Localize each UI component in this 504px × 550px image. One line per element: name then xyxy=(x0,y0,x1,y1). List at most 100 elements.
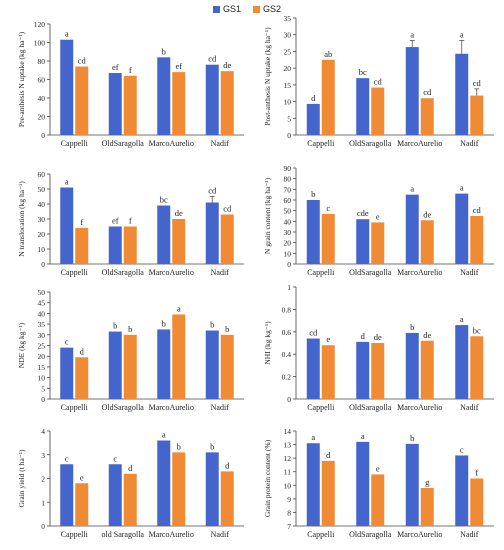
chart8-y-tick-label: 9 xyxy=(287,495,291,504)
chart5-y-tick-label: 15 xyxy=(38,363,46,372)
chart2-y-tick-label: 0 xyxy=(287,131,291,140)
chart5-x-tick-label: Nadif xyxy=(211,403,230,412)
chart7-bar-gs2 xyxy=(220,471,234,526)
chart3-y-axis-label: N translocation (kg ha⁻¹) xyxy=(17,181,26,257)
chart3-bar-gs1 xyxy=(108,226,122,264)
chart1-bar-gs1 xyxy=(60,39,74,135)
chart2-significance-letter: bc xyxy=(359,67,367,77)
chart8-y-tick-label: 10 xyxy=(284,481,292,490)
chart1-y-tick-label: 60 xyxy=(38,76,46,85)
chart3-bar-gs2 xyxy=(123,226,137,264)
chart4-x-tick-label: Cappelli xyxy=(307,268,335,277)
chart4-y-tick-label: 50 xyxy=(284,207,292,216)
chart4-y-tick-label: 70 xyxy=(284,185,292,194)
chart5-y-tick-label: 10 xyxy=(38,374,46,383)
chart2-y-tick-label: 15 xyxy=(284,81,292,90)
chart1-bar-gs1 xyxy=(205,64,219,135)
chart5-bar-gs1 xyxy=(60,347,74,399)
chart7-bar-gs1 xyxy=(108,464,122,526)
chart7-significance-letter: d xyxy=(128,463,133,473)
chart3-bar-gs1 xyxy=(157,205,171,264)
chart5-bar-gs1 xyxy=(205,330,219,399)
chart7-y-tick-label: 0 xyxy=(41,522,45,531)
chart2-x-tick-label: Cappelli xyxy=(307,139,335,148)
chart8-significance-letter: b xyxy=(410,433,414,443)
chart5-y-tick-label: 0 xyxy=(41,395,45,404)
chart3-significance-letter: ef xyxy=(112,216,119,226)
chart6-y-tick-label: 0.8 xyxy=(282,305,292,314)
chart4-significance-letter: a xyxy=(410,184,414,194)
chart6-bar-gs1 xyxy=(306,338,320,399)
chart5-significance-letter: b xyxy=(225,324,229,334)
chart6-significance-letter: de xyxy=(423,330,431,340)
chart4-y-tick-label: 60 xyxy=(284,196,292,205)
chart5-y-axis-label: NDE (kg kg⁻¹) xyxy=(17,322,26,368)
legend: GS1 GS2 xyxy=(213,4,281,14)
chart2-bar-gs1 xyxy=(455,53,469,135)
chart1-y-tick-label: 0 xyxy=(41,131,45,140)
chart7-significance-letter: b xyxy=(177,441,181,451)
chart8-y-tick-label: 12 xyxy=(284,454,292,463)
chart6-bar-gs2 xyxy=(371,343,385,399)
chart3-significance-letter: cd xyxy=(223,204,232,214)
chart6-bar-gs1 xyxy=(455,325,469,399)
chart1-significance-letter: a xyxy=(65,29,69,39)
chart4-significance-letter: a xyxy=(460,183,464,193)
chart5-significance-letter: b xyxy=(210,320,214,330)
chart2-bar-gs1 xyxy=(306,103,320,135)
chart2-significance-letter: cd xyxy=(423,87,432,97)
chart6-significance-letter: a xyxy=(460,314,464,324)
chart7-bar-gs2 xyxy=(123,473,137,526)
chart3-y-tick-label: 60 xyxy=(38,170,46,179)
chart8-bar-gs2 xyxy=(371,474,385,526)
legend-label-gs2: GS2 xyxy=(263,4,282,14)
chart2-y-tick-label: 30 xyxy=(284,31,292,40)
chart3-y-tick-label: 20 xyxy=(38,230,46,239)
chart5-significance-letter: a xyxy=(177,303,181,313)
chart4-y-tick-label: 90 xyxy=(284,164,292,173)
chart1-significance-letter: b xyxy=(162,46,166,56)
chart1-bar-gs2 xyxy=(220,71,234,135)
chart6-x-tick-label: Cappelli xyxy=(307,403,335,412)
chart5-significance-letter: c xyxy=(65,337,69,347)
chart6-bar-gs2 xyxy=(420,340,434,399)
chart4-significance-letter: b xyxy=(311,189,315,199)
chart1-significance-letter: f xyxy=(129,65,132,75)
chart2-significance-letter: a xyxy=(410,29,414,39)
chart7-bar-gs1 xyxy=(60,464,74,526)
chart1-bar-gs1 xyxy=(157,57,171,135)
chart8-x-tick-label: OldSaragolla xyxy=(349,530,392,539)
chart2-y-axis-label: Post-anthesis N uptake (kg ha⁻¹) xyxy=(263,27,272,126)
chart5-bar-gs2 xyxy=(123,334,137,399)
legend-label-gs1: GS1 xyxy=(223,4,242,14)
chart8-significance-letter: e xyxy=(376,463,380,473)
chart7-x-tick-label: old Saragolla xyxy=(102,530,145,539)
chart2-y-tick-label: 20 xyxy=(284,64,292,73)
chart4-significance-letter: de xyxy=(423,209,431,219)
chart8-significance-letter: a xyxy=(361,431,365,441)
chart8-bar-gs1 xyxy=(405,443,419,526)
chart8-y-tick-label: 7 xyxy=(287,522,291,531)
chart5-y-tick-label: 40 xyxy=(38,309,46,318)
chart6-y-axis-label: NHI (kg kg⁻¹) xyxy=(263,321,272,365)
chart4-bar-gs2 xyxy=(470,216,484,264)
chart6-significance-letter: cd xyxy=(309,328,318,338)
chart7-significance-letter: d xyxy=(225,460,230,470)
chart1-y-axis-label: Pre-anthesis N uptake (kg ha⁻¹) xyxy=(17,31,26,127)
chart4-bar-gs2 xyxy=(321,213,335,264)
chart3-significance-letter: bc xyxy=(160,195,168,205)
chart1-y-tick-label: 80 xyxy=(38,57,46,66)
chart4-significance-letter: e xyxy=(376,211,380,221)
chart8-y-tick-label: 11 xyxy=(284,468,291,477)
chart7-x-tick-label: Cappelli xyxy=(61,530,89,539)
chart8-y-axis-label: Grain protein content (%) xyxy=(263,439,272,517)
chart4-y-tick-label: 0 xyxy=(287,260,291,269)
chart4-y-tick-label: 80 xyxy=(284,175,292,184)
chart4-bar-gs1 xyxy=(455,193,469,264)
chart7-x-tick-label: Nadif xyxy=(211,530,230,539)
chart5-y-tick-label: 5 xyxy=(41,384,45,393)
chart3-y-tick-label: 10 xyxy=(38,245,46,254)
chart2-bar-gs2 xyxy=(371,87,385,135)
chart7-significance-letter: c xyxy=(65,453,69,463)
chart3-y-tick-label: 30 xyxy=(38,215,46,224)
